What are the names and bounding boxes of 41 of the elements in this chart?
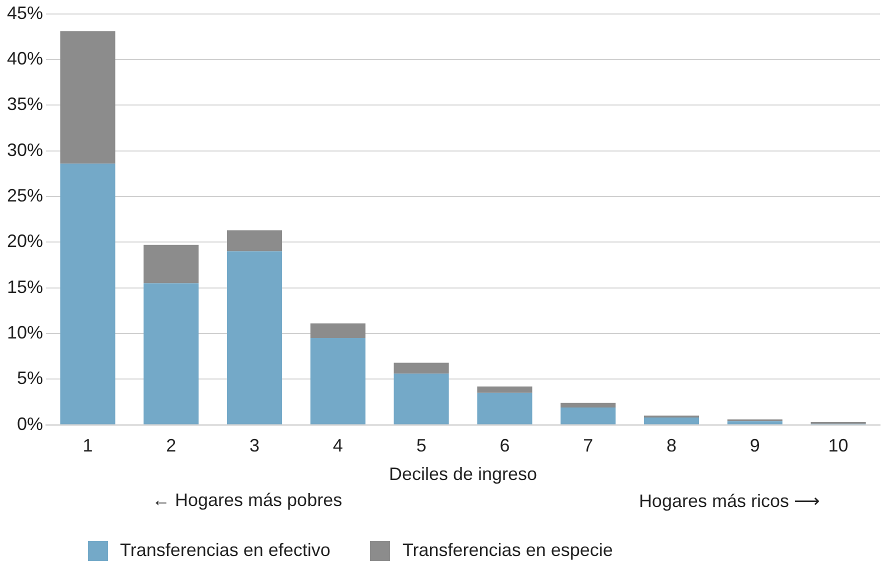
y-tick-label: 10% bbox=[6, 322, 44, 342]
x-tick-label: 4 bbox=[332, 436, 343, 456]
text: ← Hogares más pobres bbox=[152, 490, 342, 511]
bar bbox=[227, 230, 282, 252]
bar bbox=[727, 421, 782, 424]
x-tick-label: 1 bbox=[82, 436, 93, 456]
bar bbox=[394, 362, 449, 374]
x-tick-label: 10 bbox=[828, 436, 848, 456]
bar bbox=[144, 283, 199, 424]
x-tick-label: 6 bbox=[500, 436, 510, 456]
legend-label: Transferencias en efectivo bbox=[120, 540, 330, 561]
y-tick-label: 20% bbox=[6, 231, 44, 252]
y-tick-label: 40% bbox=[6, 48, 44, 68]
bar bbox=[477, 386, 532, 393]
y-tick-label: 0% bbox=[17, 414, 44, 434]
bar bbox=[144, 244, 199, 284]
y-tick-label: 30% bbox=[6, 140, 44, 160]
bar bbox=[60, 31, 116, 164]
x-tick-label: 5 bbox=[416, 436, 426, 456]
bar bbox=[227, 251, 282, 424]
bar bbox=[644, 417, 700, 424]
y-tick-label: 15% bbox=[6, 276, 44, 297]
x-tick-label: 8 bbox=[666, 436, 677, 456]
bar bbox=[310, 338, 366, 424]
y-tick-label: 35% bbox=[6, 94, 44, 114]
bar bbox=[560, 402, 616, 408]
x-tick-label: 2 bbox=[166, 436, 176, 456]
x-tick-label: 9 bbox=[750, 436, 760, 456]
bar bbox=[394, 374, 449, 424]
bar bbox=[60, 164, 116, 424]
x-tick-label: 3 bbox=[250, 436, 260, 456]
legend-label: Transferencias en especie bbox=[402, 540, 613, 561]
bar bbox=[310, 323, 366, 338]
bar bbox=[560, 407, 616, 424]
y-tick-label: 45% bbox=[6, 2, 44, 23]
bar bbox=[477, 392, 532, 424]
x-tick-label: 7 bbox=[583, 436, 594, 456]
x-axis-title: Deciles de ingreso bbox=[388, 464, 538, 484]
y-tick-label: 25% bbox=[6, 185, 44, 206]
text: Hogares más ricos ⟶ bbox=[638, 490, 820, 512]
y-tick-label: 5% bbox=[17, 368, 44, 388]
